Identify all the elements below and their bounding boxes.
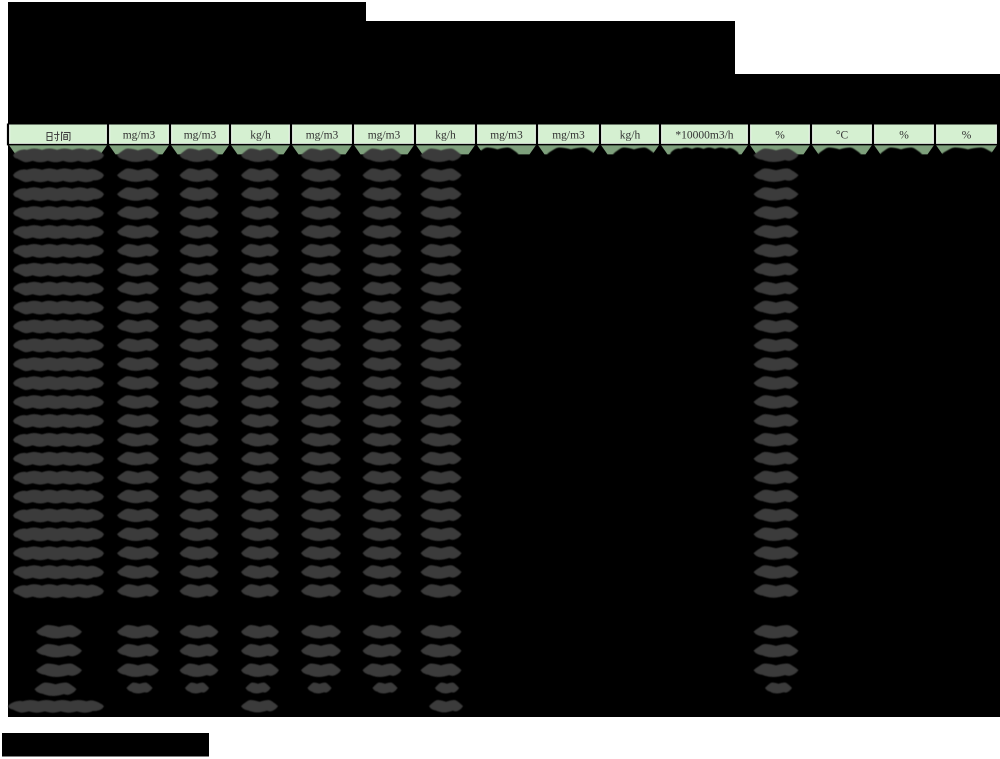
svg-text:mg/m3: mg/m3 [368,130,401,142]
svg-text:mg/m3: mg/m3 [306,130,339,142]
svg-text:kg/h: kg/h [435,130,456,142]
svg-text:mg/m3: mg/m3 [123,130,156,142]
svg-text:*10000m3/h: *10000m3/h [675,130,733,142]
svg-text:°C: °C [836,130,849,142]
svg-text:mg/m3: mg/m3 [490,130,523,142]
svg-text:mg/m3: mg/m3 [184,130,217,142]
svg-text:%: % [775,130,785,142]
svg-text:kg/h: kg/h [250,130,271,142]
svg-text:mg/m3: mg/m3 [552,130,585,142]
svg-text:%: % [899,130,909,142]
svg-text:kg/h: kg/h [620,130,641,142]
svg-text:%: % [962,130,972,142]
